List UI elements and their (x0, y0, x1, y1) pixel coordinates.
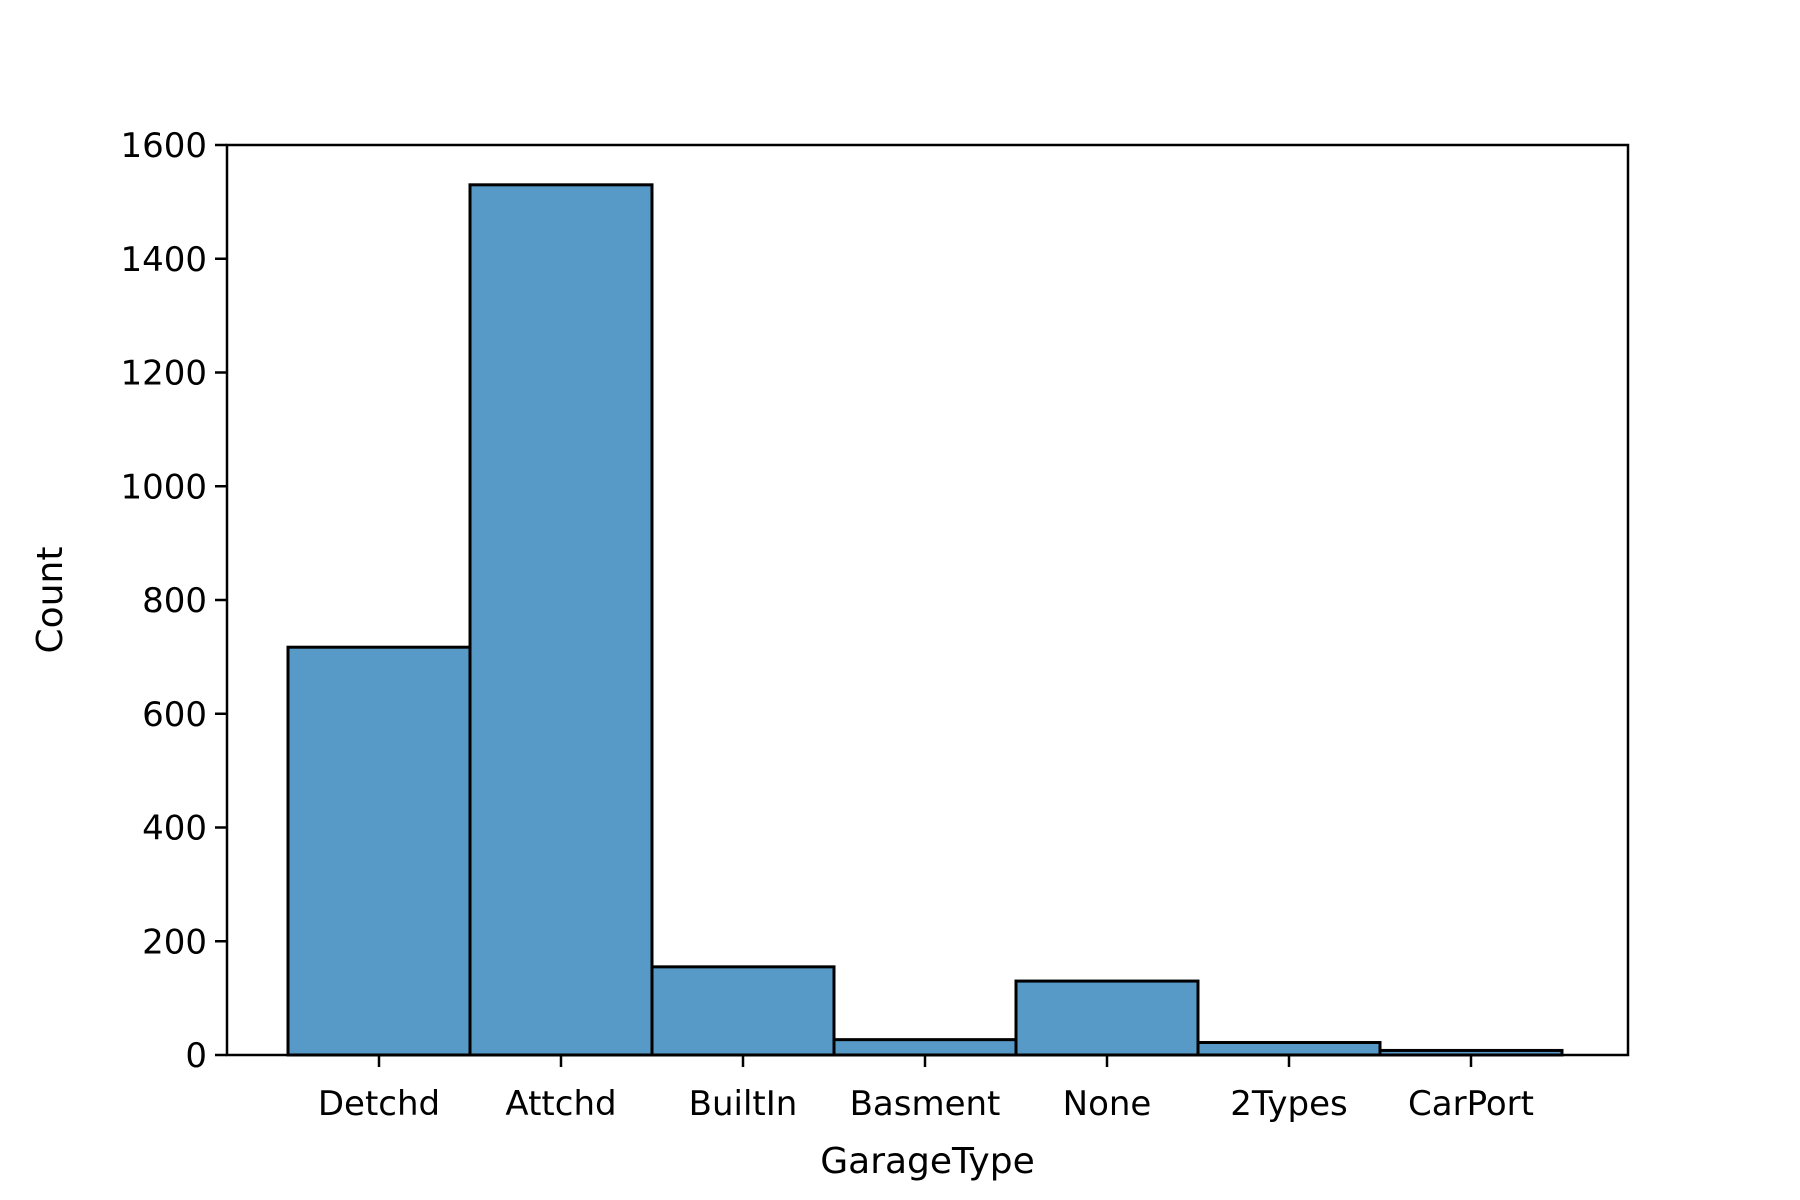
y-tick-label: 400 (142, 809, 207, 849)
x-tick-label-carport: CarPort (1408, 1084, 1534, 1124)
x-tick-label-2types: 2Types (1230, 1084, 1347, 1124)
y-tick-label: 1400 (120, 240, 207, 280)
y-axis-label: Count (30, 547, 71, 654)
x-tick-label-basment: Basment (850, 1084, 1001, 1124)
bars-group (286, 183, 1564, 1057)
x-tick-label-attchd: Attchd (505, 1084, 616, 1124)
bar-builtin (650, 965, 836, 1057)
x-axis-ticks: Detchd Attchd BuiltIn Basment None 2Types CarP… (318, 1055, 1534, 1124)
y-tick-label: 600 (142, 695, 207, 735)
bar-2types (1196, 1040, 1382, 1057)
y-tick-label: 800 (142, 581, 207, 621)
bar-detchd (286, 645, 472, 1057)
bar-basment (832, 1038, 1018, 1057)
x-tick-label-none: None (1063, 1084, 1152, 1124)
y-tick-label: 1000 (120, 467, 207, 507)
x-axis-label: GarageType (820, 1141, 1035, 1182)
y-tick-label: 200 (142, 922, 207, 962)
y-tick-label: 1600 (120, 126, 207, 166)
bar-none (1014, 979, 1200, 1057)
y-tick-label: 1200 (120, 354, 207, 394)
y-axis-ticks: 0 200 400 600 800 1000 1200 1400 1600 (120, 126, 227, 1076)
y-tick-label: 0 (185, 1036, 207, 1076)
x-tick-label-builtin: BuiltIn (689, 1084, 798, 1124)
bar-attchd (468, 183, 654, 1057)
x-tick-label-detchd: Detchd (318, 1084, 440, 1124)
